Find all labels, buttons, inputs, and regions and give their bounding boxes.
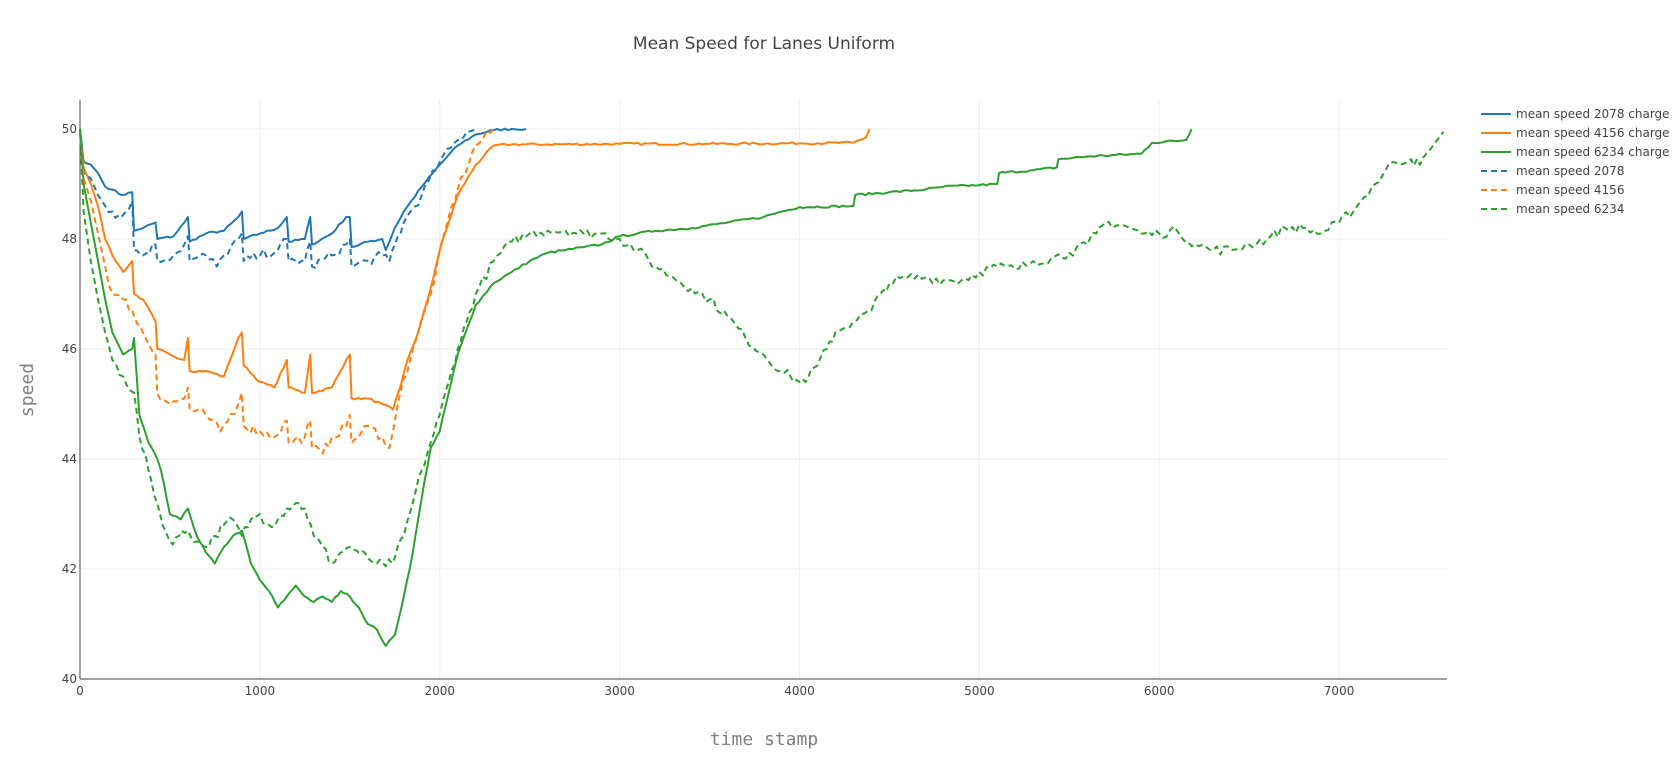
- y-tick-label: 42: [62, 562, 77, 576]
- tick-labels: 0 1000 2000 3000 4000 5000 6000 7000 40 42 44 46 48 5…: [62, 122, 1355, 698]
- x-tick-label: 7000: [1324, 684, 1355, 698]
- gridlines: [80, 100, 1447, 679]
- legend-label: mean speed 2078: [1516, 164, 1624, 178]
- axes: [79, 100, 1447, 680]
- series-line-4: [79, 128, 477, 269]
- x-tick-label: 6000: [1144, 684, 1175, 698]
- legend-item[interactable]: mean speed 4156: [1481, 183, 1624, 197]
- series-line-3: [79, 128, 1193, 647]
- x-tick-label: 0: [76, 684, 84, 698]
- legend-label: mean speed 6234: [1516, 202, 1624, 216]
- series-line-6: [79, 128, 1445, 568]
- x-tick-label: 2000: [424, 684, 455, 698]
- legend-item[interactable]: mean speed 4156 charge: [1481, 126, 1670, 140]
- legend-item[interactable]: mean speed 2078: [1481, 164, 1624, 178]
- legend-item[interactable]: mean speed 6234: [1481, 202, 1624, 216]
- legend-label: mean speed 4156: [1516, 183, 1624, 197]
- y-tick-label: 46: [62, 342, 77, 356]
- y-tick-label: 40: [62, 672, 77, 686]
- series-line-1: [79, 127, 527, 251]
- legend[interactable]: mean speed 2078 charge mean speed 4156 ch…: [1481, 107, 1670, 216]
- legend-label: mean speed 2078 charge: [1516, 107, 1670, 121]
- x-axis-title: time stamp: [710, 729, 818, 750]
- series-line-2: [79, 128, 871, 411]
- x-tick-label: 5000: [964, 684, 995, 698]
- y-tick-label: 44: [62, 452, 77, 466]
- y-tick-label: 48: [62, 232, 77, 246]
- x-tick-label: 1000: [245, 684, 276, 698]
- y-tick-label: 50: [62, 122, 77, 136]
- legend-label: mean speed 4156 charge: [1516, 126, 1670, 140]
- series-lines: [79, 127, 1445, 647]
- chart-title: Mean Speed for Lanes Uniform: [633, 34, 895, 54]
- x-tick-label: 4000: [784, 684, 815, 698]
- legend-item[interactable]: mean speed 2078 charge: [1481, 107, 1670, 121]
- series-line-5: [79, 128, 495, 455]
- legend-item[interactable]: mean speed 6234 charge: [1481, 145, 1670, 159]
- x-tick-label: 3000: [604, 684, 635, 698]
- legend-label: mean speed 6234 charge: [1516, 145, 1670, 159]
- y-axis-title: speed: [17, 363, 38, 417]
